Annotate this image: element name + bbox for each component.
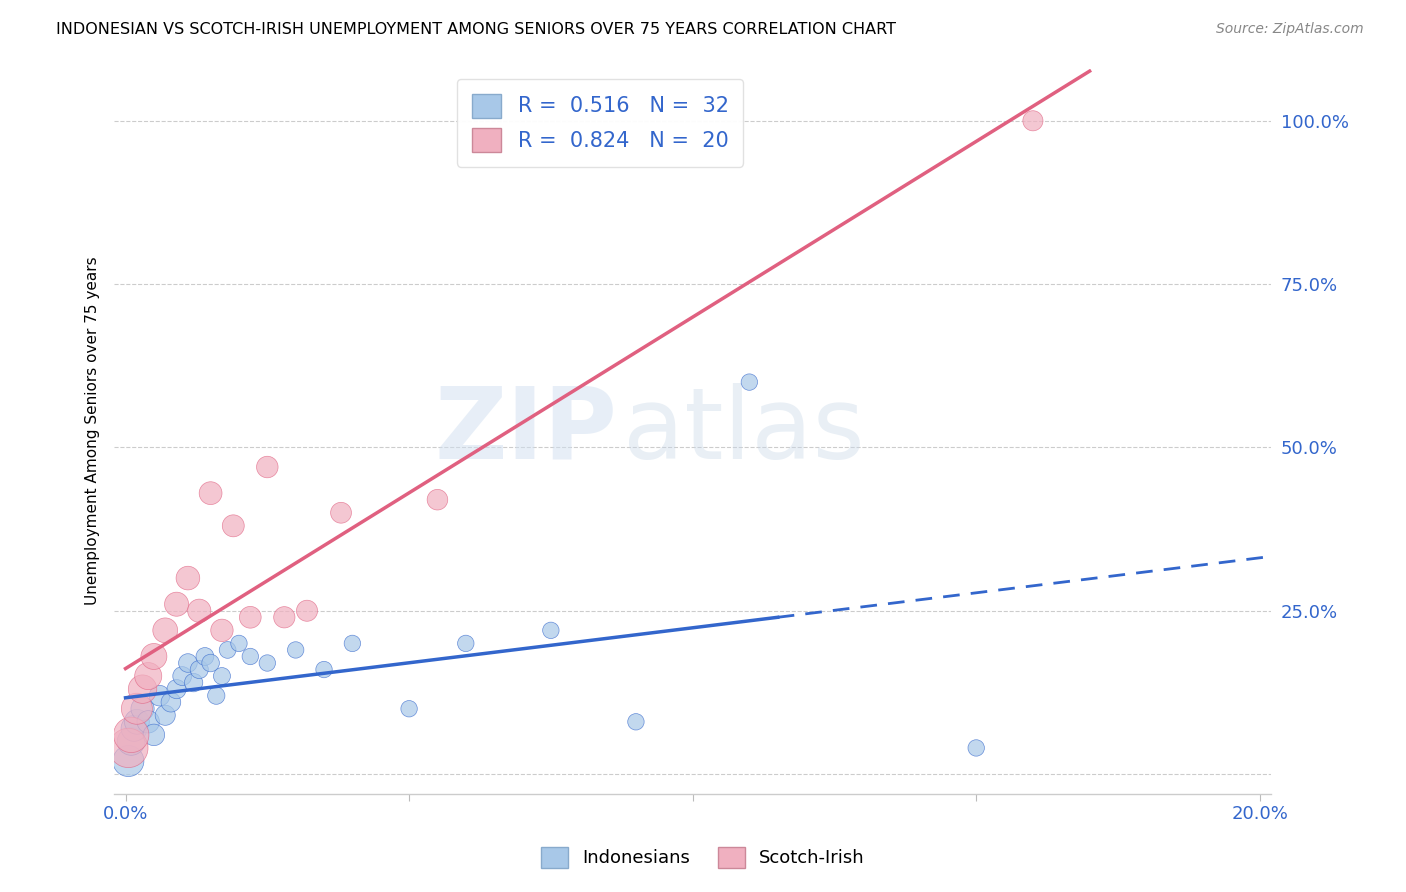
Point xyxy=(155,624,177,638)
Point xyxy=(200,656,222,670)
Legend: R =  0.516   N =  32, R =  0.824   N =  20: R = 0.516 N = 32, R = 0.824 N = 20 xyxy=(457,78,744,167)
Point xyxy=(131,702,153,716)
Point xyxy=(136,714,159,729)
Point xyxy=(239,649,262,664)
Point xyxy=(194,649,217,664)
Point xyxy=(131,682,153,697)
Point xyxy=(155,708,177,723)
Text: INDONESIAN VS SCOTCH-IRISH UNEMPLOYMENT AMONG SENIORS OVER 75 YEARS CORRELATION : INDONESIAN VS SCOTCH-IRISH UNEMPLOYMENT … xyxy=(56,22,896,37)
Point xyxy=(330,506,353,520)
Point xyxy=(1022,113,1045,128)
Point xyxy=(166,682,188,697)
Point xyxy=(205,689,228,703)
Point xyxy=(738,375,761,389)
Point xyxy=(172,669,194,683)
Point xyxy=(398,702,420,716)
Point xyxy=(142,649,165,664)
Point xyxy=(284,643,307,657)
Point xyxy=(188,604,211,618)
Point xyxy=(295,604,318,618)
Point xyxy=(239,610,262,624)
Point xyxy=(624,714,647,729)
Point xyxy=(183,675,205,690)
Point xyxy=(117,754,139,768)
Point xyxy=(136,669,159,683)
Point xyxy=(217,643,239,657)
Point xyxy=(211,669,233,683)
Point xyxy=(540,624,562,638)
Point xyxy=(166,597,188,611)
Point xyxy=(312,663,335,677)
Point xyxy=(160,695,183,709)
Point xyxy=(228,636,250,650)
Point xyxy=(222,518,245,533)
Point xyxy=(177,571,200,585)
Point xyxy=(148,689,170,703)
Point xyxy=(120,728,142,742)
Legend: Indonesians, Scotch-Irish: Indonesians, Scotch-Irish xyxy=(530,836,876,879)
Point xyxy=(426,492,449,507)
Point xyxy=(120,734,142,748)
Point xyxy=(142,728,165,742)
Point xyxy=(177,656,200,670)
Point xyxy=(454,636,477,650)
Text: atlas: atlas xyxy=(623,383,865,480)
Point xyxy=(256,656,278,670)
Text: Source: ZipAtlas.com: Source: ZipAtlas.com xyxy=(1216,22,1364,37)
Point xyxy=(125,702,148,716)
Point xyxy=(122,722,145,736)
Point xyxy=(188,663,211,677)
Point xyxy=(256,460,278,475)
Point xyxy=(200,486,222,500)
Point xyxy=(125,714,148,729)
Point xyxy=(965,741,987,756)
Text: ZIP: ZIP xyxy=(434,383,617,480)
Point xyxy=(273,610,295,624)
Y-axis label: Unemployment Among Seniors over 75 years: Unemployment Among Seniors over 75 years xyxy=(86,257,100,606)
Point xyxy=(342,636,364,650)
Point xyxy=(117,741,139,756)
Point xyxy=(211,624,233,638)
